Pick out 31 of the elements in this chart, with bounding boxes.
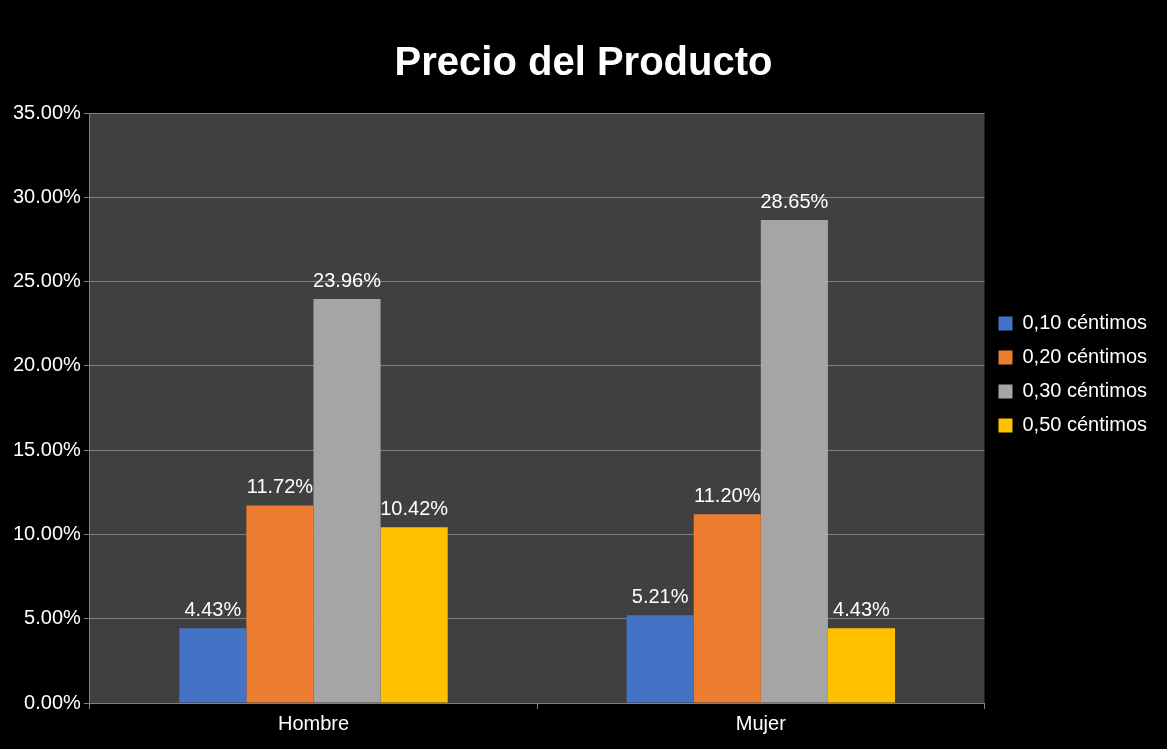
data-label: 23.96% — [313, 268, 382, 291]
bar — [380, 527, 448, 703]
bar — [760, 220, 828, 703]
chart-title: Precio del Producto — [394, 39, 773, 84]
data-label: 28.65% — [760, 189, 829, 212]
data-label: 4.43% — [184, 597, 242, 620]
data-label: 11.20% — [694, 483, 761, 506]
legend-label: 0,50 céntimos — [1022, 413, 1147, 436]
legend-label: 0,20 céntimos — [1022, 345, 1147, 368]
data-label: 4.43% — [833, 597, 891, 620]
y-tick-label: 30.00% — [12, 184, 82, 207]
data-label: 11.72% — [246, 474, 314, 497]
y-tick-label: 35.00% — [12, 100, 82, 123]
y-tick-label: 10.00% — [12, 521, 82, 544]
y-tick-label: 20.00% — [12, 353, 82, 376]
bar — [626, 615, 694, 703]
y-tick-label: 25.00% — [12, 269, 82, 292]
legend-label: 0,30 céntimos — [1022, 379, 1147, 402]
bar — [179, 628, 247, 703]
y-tick-label: 15.00% — [12, 437, 82, 460]
bar — [827, 628, 896, 703]
data-label: 10.42% — [380, 496, 449, 519]
bar — [693, 514, 761, 703]
bar — [313, 299, 381, 703]
x-tick-label: Mujer — [735, 711, 787, 734]
legend-label: 0,10 céntimos — [1022, 311, 1147, 334]
data-label: 5.21% — [631, 584, 689, 607]
y-tick-label: 0.00% — [24, 690, 82, 713]
x-tick-label: Hombre — [277, 711, 350, 734]
bar — [246, 505, 314, 703]
y-tick-label: 5.00% — [24, 606, 82, 629]
